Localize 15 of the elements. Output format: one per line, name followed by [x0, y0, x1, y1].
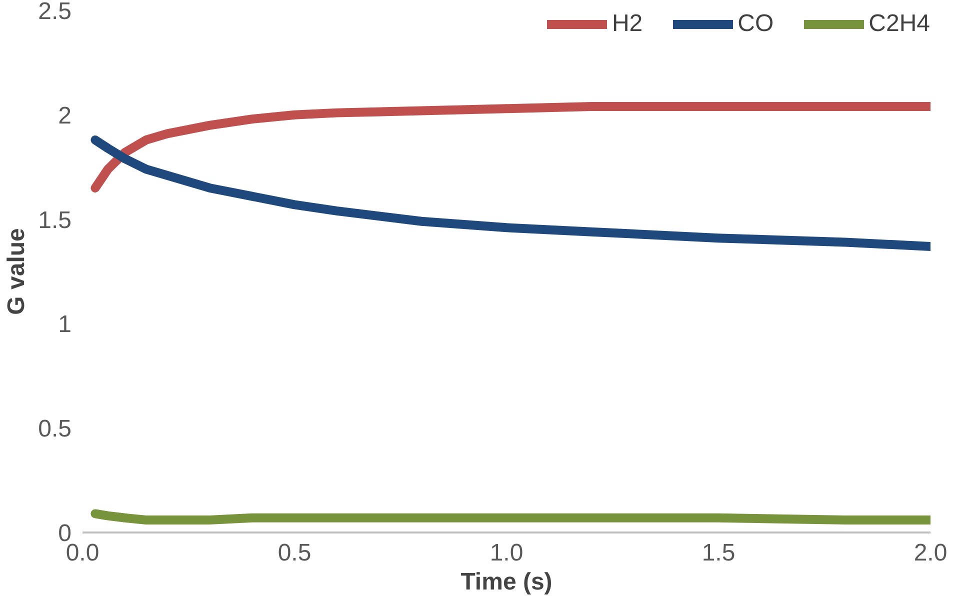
x-tick-label: 0.0 — [66, 540, 100, 566]
x-tick-label: 1.5 — [702, 540, 736, 566]
y-tick-label: 2.5 — [38, 0, 72, 25]
y-tick-label: 2 — [58, 102, 72, 130]
legend-label: CO — [738, 10, 774, 38]
y-axis-title: G value — [3, 228, 30, 315]
y-tick-label: 0.5 — [38, 416, 72, 443]
x-axis-title: Time (s) — [460, 568, 552, 596]
y-tick-label: 1.5 — [38, 206, 72, 234]
y-tick-label: 1 — [58, 311, 72, 338]
x-tick-label: 1.0 — [490, 540, 524, 566]
x-tick-label: 0.5 — [278, 540, 312, 566]
x-tick-label: 2.0 — [914, 540, 948, 566]
legend-label: C2H4 — [868, 10, 930, 38]
legend-label: H2 — [612, 10, 643, 38]
